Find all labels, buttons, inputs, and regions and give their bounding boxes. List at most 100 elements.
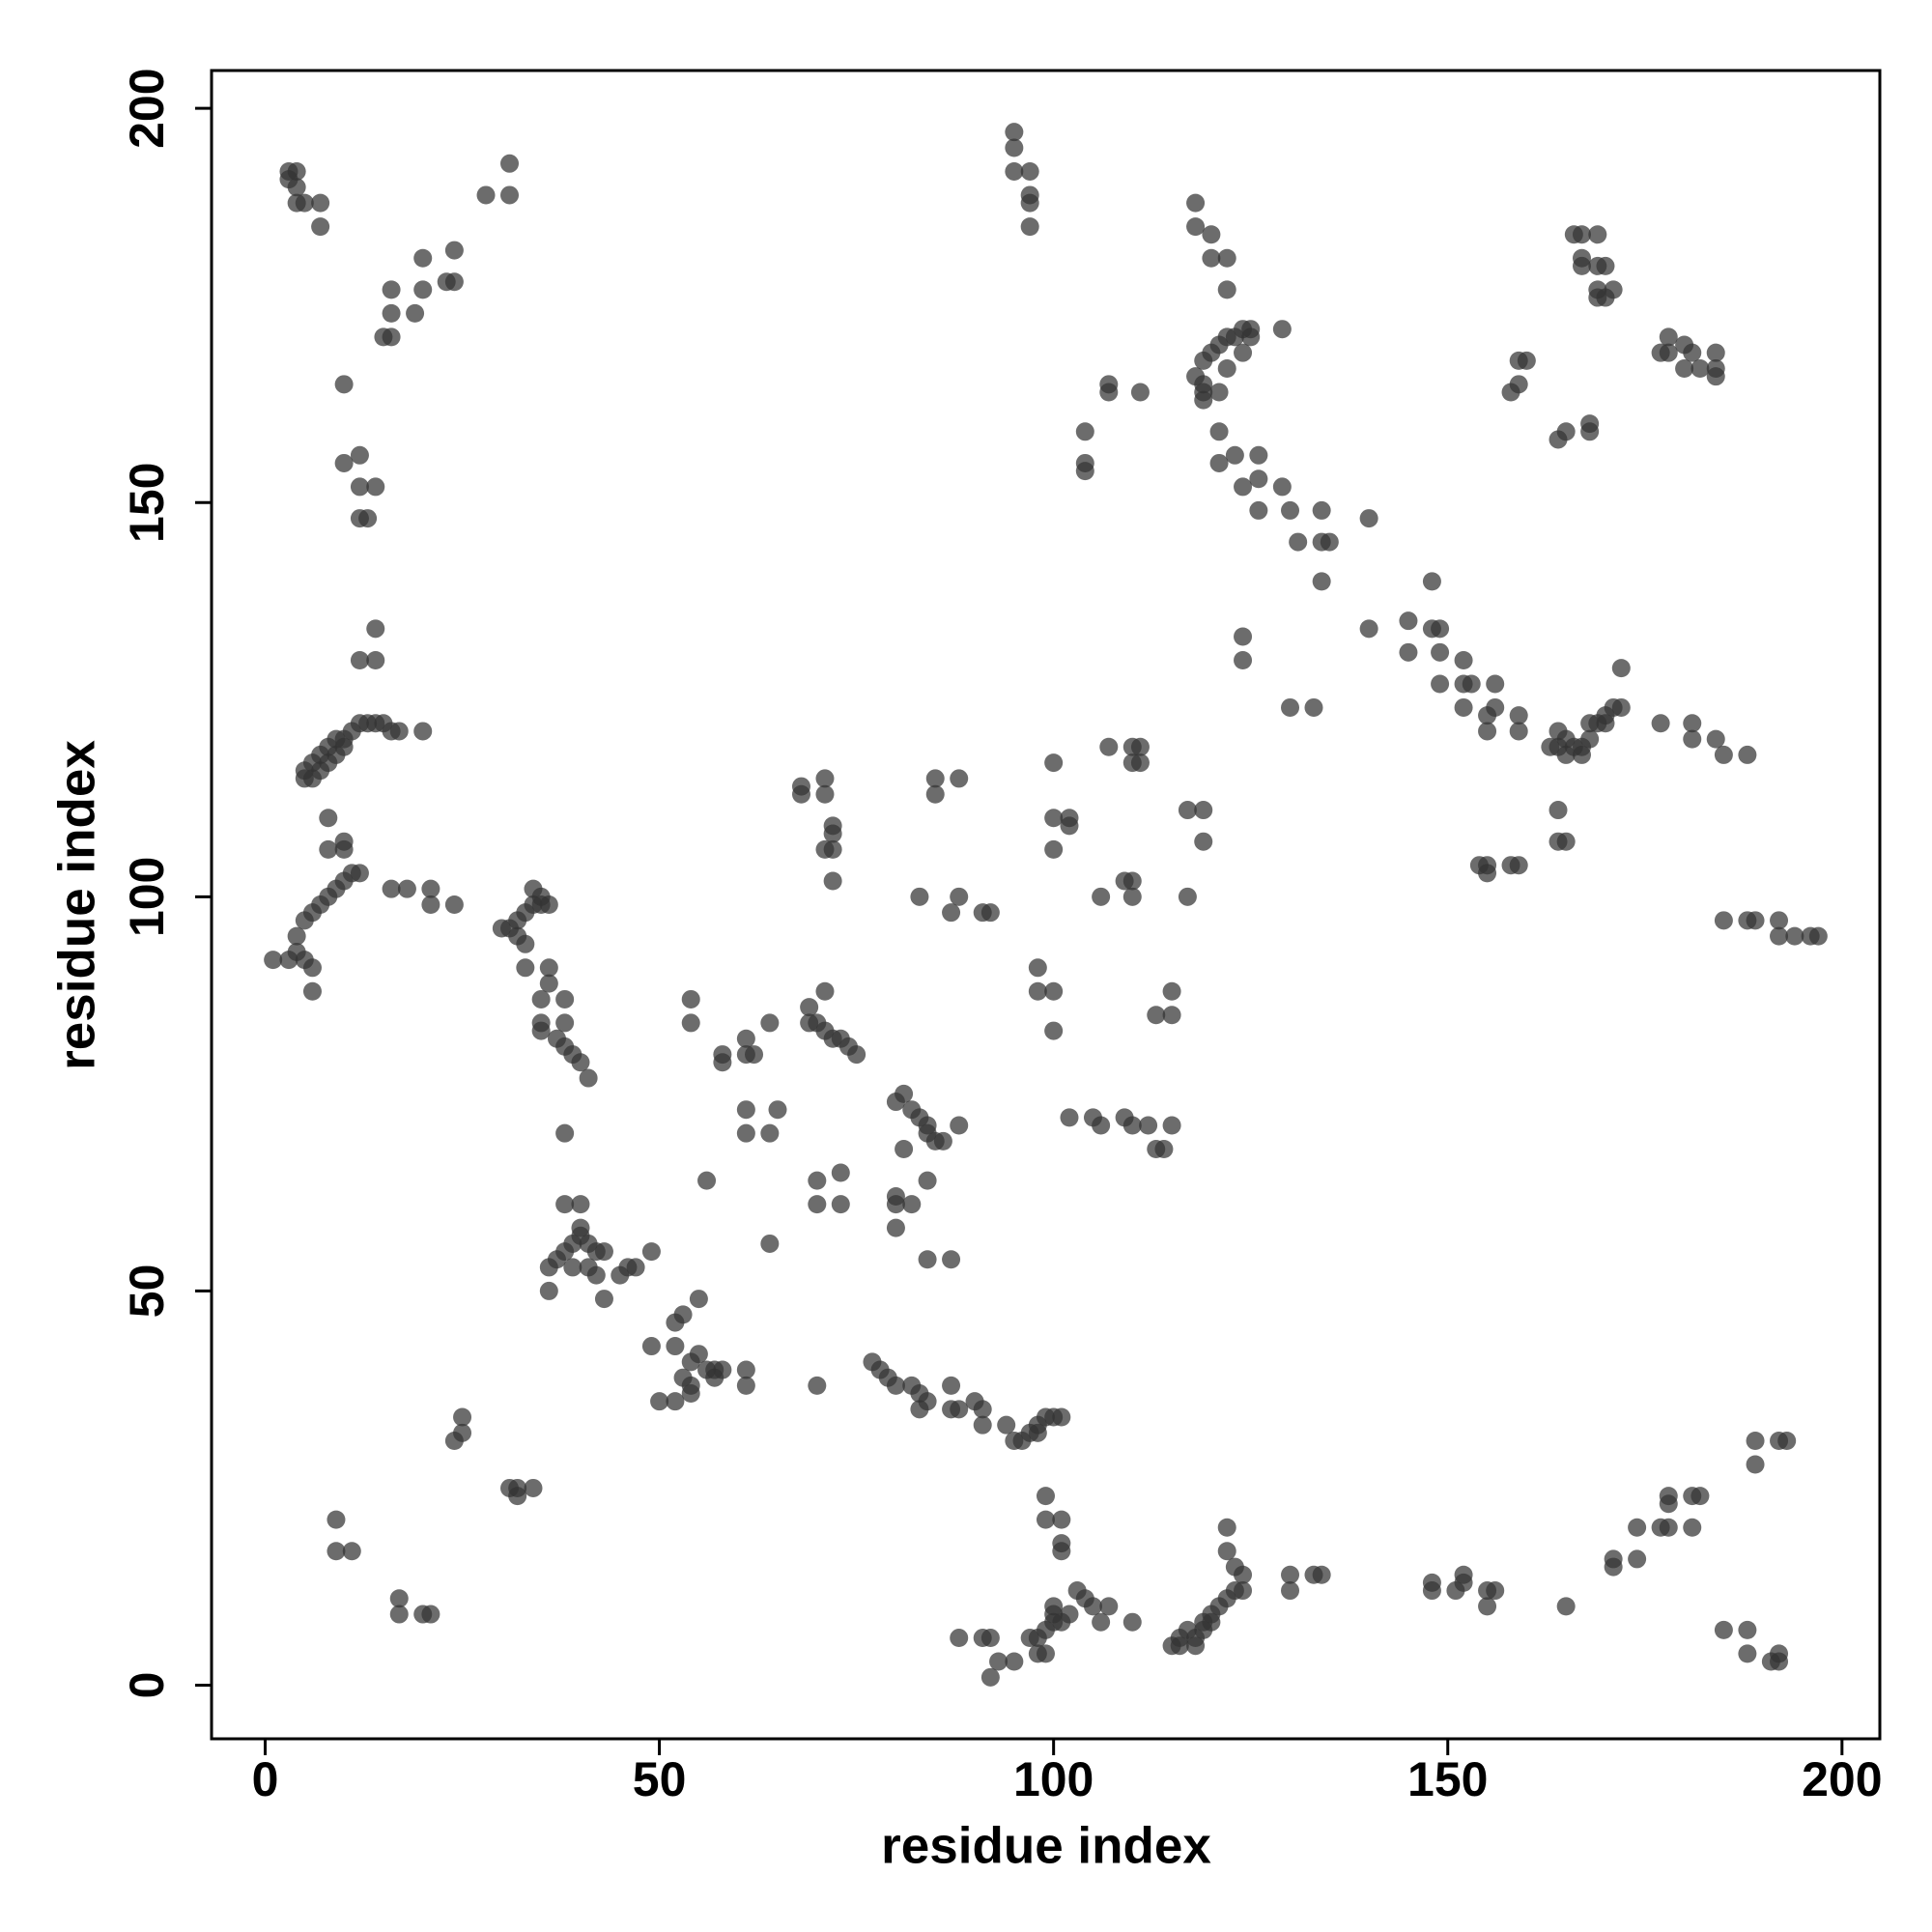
point: [910, 887, 929, 906]
point: [1431, 674, 1450, 694]
point: [1122, 887, 1142, 906]
point: [736, 1360, 755, 1379]
point: [1548, 801, 1568, 820]
point: [910, 1400, 929, 1419]
point: [895, 1140, 914, 1159]
point: [1044, 1021, 1064, 1040]
point: [1154, 1140, 1174, 1159]
point: [1130, 737, 1150, 756]
point: [1486, 1581, 1505, 1601]
point: [1241, 327, 1261, 347]
point: [531, 1013, 551, 1033]
point: [1556, 832, 1576, 851]
point: [1005, 1652, 1024, 1671]
point: [1092, 1612, 1111, 1632]
point: [1202, 248, 1221, 268]
point: [1604, 280, 1623, 299]
point: [389, 1589, 409, 1608]
point: [1454, 650, 1473, 669]
point: [886, 1376, 905, 1395]
point: [950, 1629, 969, 1648]
point: [295, 193, 314, 213]
point: [444, 895, 464, 914]
point: [1399, 611, 1418, 631]
point: [500, 154, 520, 173]
point: [444, 241, 464, 260]
point: [1186, 193, 1206, 213]
point: [334, 737, 354, 756]
point: [1359, 509, 1378, 528]
point: [823, 824, 842, 843]
point: [1770, 926, 1789, 946]
point: [950, 887, 969, 906]
point: [1209, 422, 1229, 441]
point: [1052, 1510, 1071, 1529]
point: [444, 1431, 464, 1450]
point: [508, 1487, 527, 1506]
x-axis-title: residue index: [881, 1818, 1211, 1875]
point: [1683, 1518, 1702, 1537]
y-tick-label: 100: [120, 857, 174, 937]
point: [1099, 1597, 1119, 1616]
point: [421, 895, 440, 914]
x-tick-label: 0: [252, 1752, 279, 1806]
point: [1690, 359, 1710, 379]
point: [1060, 1605, 1079, 1624]
point: [1399, 642, 1418, 662]
point: [264, 951, 283, 970]
point: [350, 445, 369, 465]
point: [382, 327, 401, 347]
point: [1706, 343, 1725, 362]
point: [327, 1510, 346, 1529]
point: [1706, 729, 1725, 749]
point: [1234, 1581, 1253, 1601]
point: [1714, 745, 1733, 764]
point: [1659, 327, 1678, 347]
point: [539, 1281, 558, 1300]
point: [1312, 500, 1331, 520]
point: [1651, 343, 1670, 362]
point: [768, 1100, 787, 1120]
point: [594, 1242, 613, 1262]
point: [1509, 722, 1528, 741]
point: [350, 477, 369, 497]
point: [555, 1195, 575, 1214]
point: [1659, 1494, 1678, 1514]
point: [1588, 225, 1607, 244]
point: [1517, 351, 1536, 370]
point: [1281, 1581, 1300, 1601]
point: [950, 1400, 969, 1419]
point: [1706, 359, 1725, 379]
point: [950, 1116, 969, 1135]
point: [1225, 445, 1244, 465]
point: [1028, 958, 1047, 978]
point: [1052, 1407, 1071, 1427]
point: [319, 839, 338, 859]
point: [287, 926, 306, 946]
point: [980, 903, 1000, 923]
point: [1170, 1636, 1189, 1656]
point: [571, 1226, 590, 1245]
point: [1690, 1487, 1710, 1506]
point: [342, 1542, 361, 1561]
x-tick-label: 50: [633, 1752, 687, 1806]
point: [1020, 1629, 1039, 1648]
point: [1020, 161, 1039, 181]
point: [1217, 359, 1236, 379]
point: [973, 1400, 992, 1419]
point: [1272, 320, 1292, 339]
point: [1770, 1644, 1789, 1663]
point: [1675, 359, 1694, 379]
point: [736, 1045, 755, 1065]
point: [563, 1258, 582, 1277]
point: [1099, 737, 1119, 756]
point: [1194, 801, 1213, 820]
point: [1020, 193, 1039, 213]
point: [1738, 745, 1757, 764]
point: [302, 958, 322, 978]
point: [350, 650, 369, 669]
point: [736, 1100, 755, 1120]
point: [1359, 619, 1378, 639]
point: [1548, 737, 1568, 756]
